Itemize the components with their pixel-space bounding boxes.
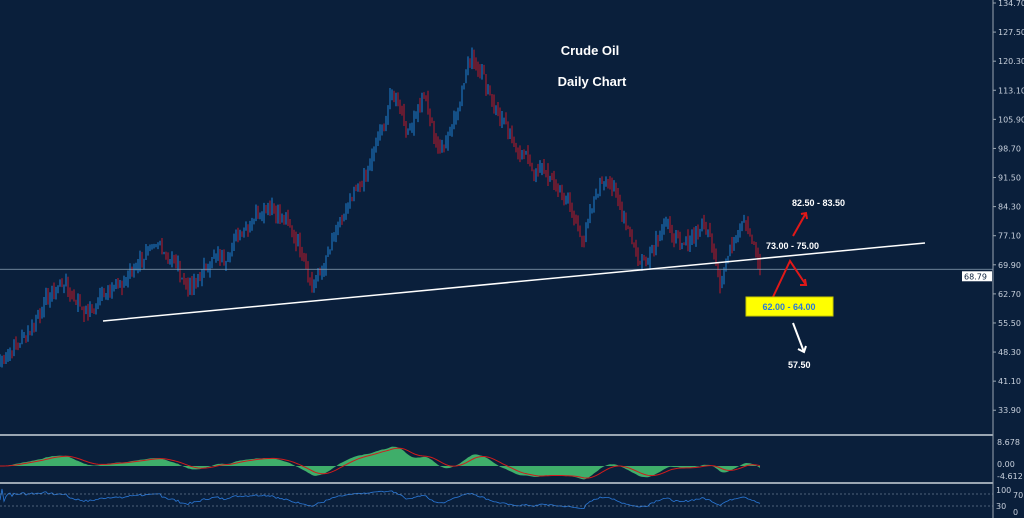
y-tick-label: 48.30 xyxy=(998,348,1021,357)
y-tick-label: 62.70 xyxy=(998,290,1021,299)
y-tick-label: 127.50 xyxy=(998,28,1024,37)
chart-subtitle: Daily Chart xyxy=(558,74,627,89)
y-tick-label: 84.30 xyxy=(998,203,1021,212)
target-down-label: 57.50 xyxy=(788,360,811,370)
macd-tick-high: 8.678 xyxy=(997,438,1020,447)
rsi-tick-0: 0 xyxy=(1013,508,1018,517)
y-tick-label: 69.90 xyxy=(998,261,1021,270)
y-tick-label: 41.10 xyxy=(998,377,1021,386)
last-price-badge xyxy=(962,271,992,282)
y-tick-label: 33.90 xyxy=(998,406,1021,415)
y-tick-label: 113.10 xyxy=(998,86,1024,95)
macd-signal-line xyxy=(0,447,761,479)
rsi-tick-30: 30 xyxy=(996,502,1006,511)
rsi-line xyxy=(0,488,761,509)
y-tick-label: 91.50 xyxy=(998,174,1021,183)
arrow-down-white xyxy=(792,322,807,354)
resistance-label: 73.00 - 75.00 xyxy=(766,241,819,251)
macd-panel xyxy=(0,446,761,480)
arrow-bounce-red xyxy=(772,258,808,298)
macd-separator xyxy=(0,434,993,436)
support-box xyxy=(745,296,834,317)
macd-histogram xyxy=(0,446,760,480)
chart-title: Crude Oil xyxy=(561,43,620,58)
last-price-value: 68.79 xyxy=(964,272,987,281)
rsi-separator xyxy=(0,482,993,484)
target-up-label: 82.50 - 83.50 xyxy=(792,198,845,208)
macd-tick-zero: 0.00 xyxy=(997,460,1015,469)
rsi-panel xyxy=(0,488,761,509)
macd-tick-low: -4.612 xyxy=(997,472,1023,481)
y-tick-label: 55.50 xyxy=(998,319,1021,328)
y-tick-label: 105.90 xyxy=(998,115,1024,124)
rsi-tick-100: 100 xyxy=(996,486,1011,495)
candles-group xyxy=(0,47,761,368)
y-tick-label: 98.70 xyxy=(998,144,1021,153)
arrow-up-red xyxy=(792,211,808,237)
rsi-tick-70: 70 xyxy=(1013,491,1023,500)
y-tick-label: 120.30 xyxy=(998,57,1024,66)
y-tick-label: 134.70 xyxy=(998,0,1024,8)
y-tick-label: 77.10 xyxy=(998,232,1021,241)
y-ticks: 134.70 127.50 120.30 113.10 105.90 98.70 91.50… xyxy=(993,0,1024,415)
trendline xyxy=(102,242,926,322)
support-label: 62.00 - 64.00 xyxy=(762,302,815,312)
